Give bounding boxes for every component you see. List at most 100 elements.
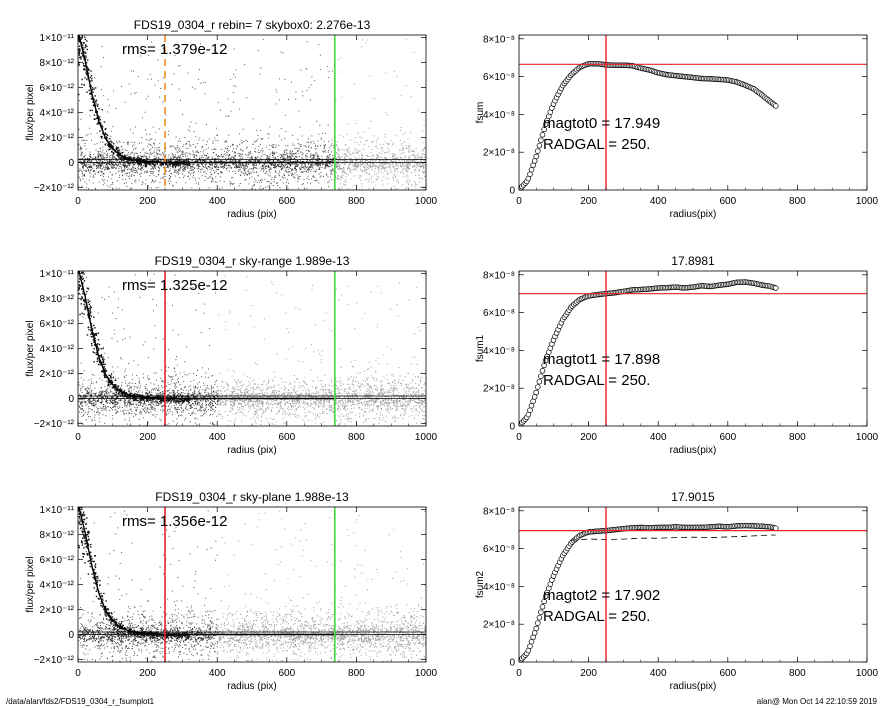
scatter-point [285,164,286,166]
scatter-point [328,180,330,182]
scatter-point [308,168,310,170]
scatter-point [305,347,307,349]
scatter-point [280,51,282,53]
scatter-point [310,166,311,168]
scatter-point [131,152,133,154]
scatter-point [372,162,374,164]
scatter-point [317,350,319,352]
scatter-point [248,172,250,174]
scatter-point [232,144,234,146]
scatter-point [414,161,416,163]
scatter-point [423,166,425,169]
scatter-point [187,163,189,165]
profile-point [128,156,131,158]
scatter-point [250,152,252,154]
scatter-point [372,162,374,164]
scatter-point [308,166,310,169]
scatter-point [424,175,426,177]
scatter-point [178,415,180,417]
scatter-point [121,158,123,160]
scatter-point [88,170,89,172]
scatter-point [123,141,125,143]
scatter-point [314,176,316,178]
scatter-point [339,167,341,169]
profile-point [165,163,167,165]
scatter-point [213,152,215,153]
scatter-point [131,182,133,184]
scatter-point [183,144,185,146]
profile-point [80,33,81,34]
scatter-point [177,157,179,159]
scatter-point [358,177,360,179]
scatter-point [317,160,319,162]
scatter-point [296,160,299,162]
scatter-point [188,172,190,174]
scatter-point [339,176,341,178]
scatter-point [365,171,367,173]
scatter-point [272,144,274,146]
scatter-point [345,414,347,416]
profile-point [101,124,103,126]
scatter-point [418,162,420,164]
scatter-point [79,385,81,387]
scatter-point [385,157,387,159]
scatter-point [102,171,104,173]
scatter-point [206,167,208,169]
scatter-point [294,169,296,171]
scatter-point [371,169,373,171]
scatter-point [325,167,327,169]
scatter-point [337,176,339,177]
scatter-point [155,131,157,133]
scatter-point [241,411,243,413]
scatter-point [113,90,114,92]
scatter-point [270,169,272,170]
scatter-point [254,160,256,162]
scatter-point [239,183,241,184]
scatter-point [256,168,258,170]
scatter-point [265,165,268,167]
scatter-point [214,167,216,169]
scatter-point [201,367,203,369]
scatter-point [228,134,230,136]
scatter-point [368,127,370,129]
scatter-point [99,160,101,162]
scatter-point [191,164,193,166]
scatter-point [270,164,272,166]
scatter-point [273,144,275,145]
growth-point [541,126,547,133]
scatter-point [271,162,273,164]
scatter-point [409,180,411,182]
scatter-point [90,169,91,171]
scatter-point [271,410,272,412]
profile-point [86,40,88,42]
scatter-point [251,187,253,189]
scatter-point [346,160,348,162]
scatter-point [400,164,402,166]
profile-point [182,163,184,165]
scatter-point [415,156,416,158]
profile-point [104,128,106,131]
scatter-point [261,158,263,160]
scatter-point [330,171,332,173]
scatter-point [420,380,422,382]
scatter-point [109,155,110,157]
scatter-point [305,167,308,169]
scatter-point [184,159,186,162]
profile-point [180,160,182,162]
scatter-point [405,132,406,134]
scatter-point [263,170,264,172]
scatter-point [353,376,355,378]
scatter-point [278,164,280,166]
scatter-point [79,168,81,170]
scatter-point [285,145,287,147]
scatter-point [354,159,357,161]
scatter-point [261,151,263,153]
scatter-point [204,194,205,195]
scatter-point [393,174,395,176]
scatter-point [174,170,175,172]
scatter-point [402,169,404,170]
scatter-point [85,393,87,395]
scatter-point [269,175,271,177]
scatter-point [349,162,352,164]
scatter-point [319,176,321,178]
